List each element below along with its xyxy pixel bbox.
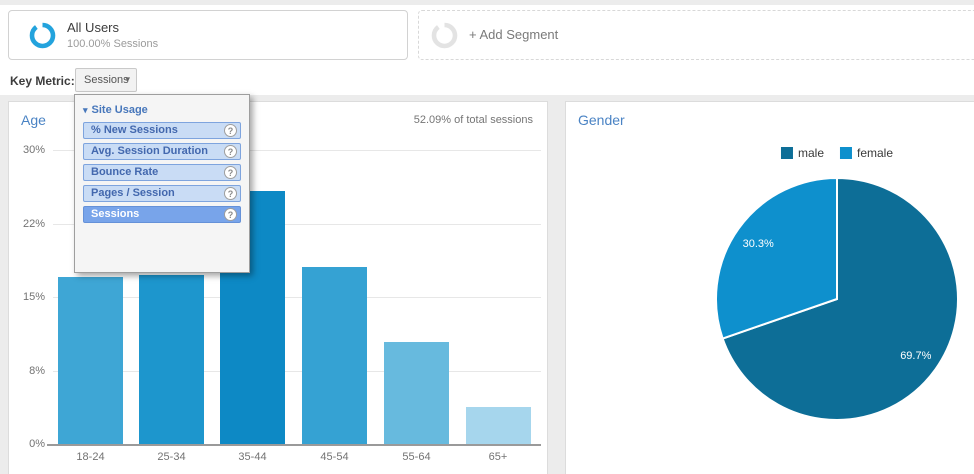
x-axis-label: 65+: [488, 451, 508, 463]
metric-option-bounce-rate[interactable]: Bounce Rate?: [83, 164, 241, 181]
x-axis-label: 18-24: [76, 451, 105, 463]
legend-item-female: female: [839, 146, 894, 160]
bar-45-54[interactable]: [302, 266, 367, 444]
pie-slice-value-label: 30.3%: [743, 238, 774, 250]
metric-option-sessions[interactable]: Sessions?: [83, 206, 241, 223]
y-axis-tick: 15%: [22, 291, 45, 303]
metric-option-label: % New Sessions: [91, 124, 178, 136]
collapse-caret-icon: ▾: [83, 105, 88, 115]
bar-65[interactable]: [465, 406, 531, 444]
help-icon[interactable]: ?: [224, 208, 237, 221]
legend-item-male: male: [780, 146, 824, 160]
key-metric-dropdown-menu: ▾ Site Usage % New Sessions? Avg. Session …: [74, 94, 250, 273]
x-axis-label: 25-34: [157, 451, 186, 463]
gender-panel: Gender male female 69.7% 30.3%: [565, 101, 974, 474]
bar-25-34[interactable]: [139, 275, 204, 444]
pie-slice-male[interactable]: [721, 176, 959, 421]
segment-all-users[interactable]: All Users 100.00% Sessions: [8, 10, 408, 60]
add-segment-button[interactable]: + Add Segment: [418, 10, 974, 60]
gender-legend: male female: [780, 146, 894, 160]
metric-option-label: Pages / Session: [91, 187, 175, 199]
metric-option-pages-session[interactable]: Pages / Session?: [83, 185, 241, 202]
gridline: [53, 370, 541, 372]
x-axis-label: 45-54: [320, 451, 349, 463]
legend-swatch-icon: [839, 147, 852, 159]
pie-slice-female[interactable]: [715, 176, 838, 340]
bar-55-64[interactable]: [384, 342, 449, 444]
y-axis-tick: 8%: [29, 364, 45, 377]
key-metric-dropdown-button[interactable]: Sessions ▾: [75, 68, 137, 92]
gridline: [53, 223, 541, 225]
segment-title: All Users: [67, 20, 120, 35]
help-icon[interactable]: ?: [224, 145, 237, 158]
key-metric-value: Sessions: [84, 74, 129, 86]
metric-option-avg-session-duration[interactable]: Avg. Session Duration?: [83, 143, 241, 160]
legend-label: male: [797, 146, 824, 160]
add-segment-label: + Add Segment: [469, 27, 559, 42]
legend-swatch-icon: [780, 147, 793, 159]
metric-option-label: Avg. Session Duration: [91, 145, 208, 157]
metric-option-label: Sessions: [91, 208, 140, 220]
dropdown-group-label: Site Usage: [91, 104, 148, 116]
help-icon[interactable]: ?: [224, 166, 237, 179]
y-axis-tick: 22%: [22, 217, 45, 230]
gender-pie-chart: 69.7% 30.3%: [715, 176, 959, 421]
dropdown-group-header[interactable]: ▾ Site Usage: [83, 103, 249, 118]
key-metric-label: Key Metric:: [10, 74, 75, 88]
x-axis-label: 55-64: [402, 451, 431, 463]
gender-panel-title: Gender: [578, 112, 625, 128]
age-total-sessions-note: 52.09% of total sessions: [413, 114, 533, 126]
help-icon[interactable]: ?: [224, 124, 237, 137]
dropdown-items: % New Sessions? Avg. Session Duration? Bou…: [75, 122, 249, 223]
y-axis-tick: 0%: [29, 438, 45, 450]
bar-18-24[interactable]: [58, 277, 123, 444]
legend-label: female: [856, 146, 894, 160]
x-axis-line: [47, 444, 541, 446]
gridline: [53, 297, 541, 298]
dropdown-caret-icon: ▾: [125, 74, 130, 84]
age-panel-title: Age: [21, 112, 46, 128]
help-icon[interactable]: ?: [224, 187, 237, 200]
segment-subtitle: 100.00% Sessions: [67, 38, 159, 50]
segment-donut-icon: [29, 22, 56, 49]
gridline: [53, 150, 541, 151]
pie-slice-value-label: 69.7%: [900, 350, 931, 362]
add-segment-ring-icon: [431, 22, 458, 49]
x-axis-label: 35-44: [238, 451, 267, 463]
metric-option-label: Bounce Rate: [91, 166, 159, 178]
y-axis-tick: 30%: [22, 144, 45, 156]
metric-option-new-sessions[interactable]: % New Sessions?: [83, 122, 241, 139]
